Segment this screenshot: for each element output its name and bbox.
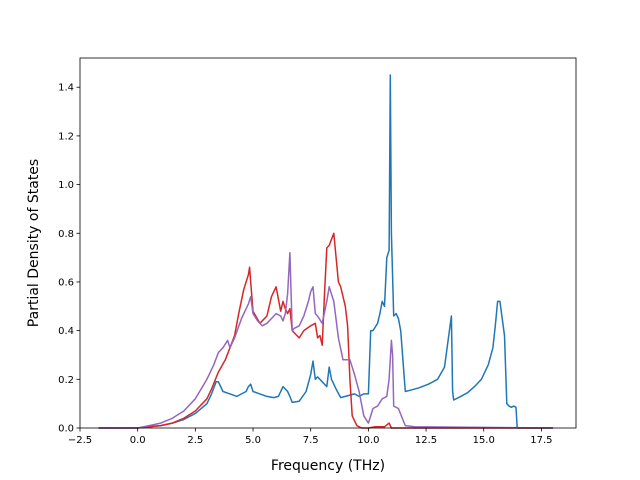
plot-area bbox=[98, 74, 553, 429]
x-tick-label: 5.0 bbox=[245, 435, 261, 446]
y-tick-label: 0.2 bbox=[58, 375, 74, 386]
x-tick-label: 15.0 bbox=[473, 435, 495, 446]
series-line-2 bbox=[98, 232, 553, 429]
series-line-3 bbox=[98, 251, 553, 429]
x-tick-label: 17.5 bbox=[530, 435, 552, 446]
y-axis-ticks: 0.0 0.2 0.4 0.6 0.8 1.0 1.2 1.4 bbox=[58, 83, 80, 435]
x-axis-label: Frequency (THz) bbox=[271, 458, 385, 474]
y-axis-label: Partial Density of States bbox=[26, 159, 42, 327]
y-tick-label: 1.2 bbox=[58, 131, 74, 142]
x-tick-label: 7.5 bbox=[303, 435, 319, 446]
y-tick-label: 0.8 bbox=[58, 229, 74, 240]
x-tick-label: 12.5 bbox=[415, 435, 437, 446]
x-tick-label: 2.5 bbox=[187, 435, 203, 446]
x-tick-label: 10.0 bbox=[357, 435, 379, 446]
y-tick-label: 0.4 bbox=[58, 326, 74, 337]
y-tick-label: 0.6 bbox=[58, 277, 74, 288]
y-tick-label: 1.4 bbox=[58, 83, 74, 94]
axes-frame bbox=[79, 57, 577, 429]
y-tick-label: 1.0 bbox=[58, 180, 74, 191]
x-tick-label: 0.0 bbox=[130, 435, 146, 446]
x-tick-label: −2.5 bbox=[68, 435, 92, 446]
y-tick-label: 0.0 bbox=[58, 424, 74, 435]
series-line-1 bbox=[98, 74, 553, 429]
x-axis-ticks: −2.5 0.0 2.5 5.0 7.5 10.0 12.5 15.0 17.5 bbox=[68, 428, 553, 446]
